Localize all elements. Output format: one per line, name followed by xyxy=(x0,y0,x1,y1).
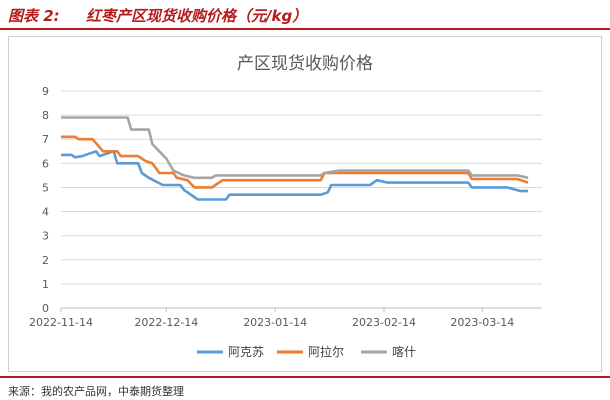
chart-title: 产区现货收购价格 xyxy=(237,54,373,74)
y-tick-label: 4 xyxy=(42,206,49,219)
y-tick-label: 2 xyxy=(42,254,49,267)
x-tick-label: 2023-02-14 xyxy=(352,316,416,329)
series-line-0 xyxy=(61,150,528,201)
y-tick-label: 8 xyxy=(42,109,49,122)
price-line-chart: 产区现货收购价格 0 1 2 3 4 5 6 7 8 9 2022-11-14 2022-12-14 2… xyxy=(29,54,542,359)
y-tick-label: 5 xyxy=(42,181,49,194)
legend: 阿克苏 阿拉尔 喀什 xyxy=(197,344,416,359)
y-tick-label: 0 xyxy=(42,302,49,315)
gridlines xyxy=(61,90,542,309)
y-tick-label: 6 xyxy=(42,157,49,170)
y-tick-label: 7 xyxy=(42,133,49,146)
figure-label: 图表 2: xyxy=(8,7,60,25)
figure-footer: 来源：我的农产品网，中泰期货整理 xyxy=(0,376,610,400)
legend-label-2: 喀什 xyxy=(392,345,416,359)
chart-frame: 产区现货收购价格 0 1 2 3 4 5 6 7 8 9 2022-11-14 2022-12-14 2… xyxy=(8,36,602,372)
y-tick-label: 9 xyxy=(42,85,49,98)
y-tick-label: 3 xyxy=(42,230,49,243)
figure-title: 红枣产区现货收购价格（元/kg） xyxy=(86,7,308,25)
y-tick-label: 1 xyxy=(42,278,49,291)
x-tick-label: 2022-11-14 xyxy=(29,316,93,329)
legend-label-1: 阿拉尔 xyxy=(308,344,344,359)
figure-source: 来源：我的农产品网，中泰期货整理 xyxy=(8,385,184,398)
series-lines xyxy=(61,116,529,201)
axes: 0 1 2 3 4 5 6 7 8 9 2022-11-14 2022-12-14 2023-01-14… xyxy=(29,85,514,329)
legend-label-0: 阿克苏 xyxy=(228,345,264,359)
x-tick-label: 2023-03-14 xyxy=(450,316,514,329)
series-line-2 xyxy=(61,116,529,180)
x-tick-label: 2022-12-14 xyxy=(134,316,198,329)
figure-header: 图表 2: 红枣产区现货收购价格（元/kg） xyxy=(0,0,610,30)
x-tick-label: 2023-01-14 xyxy=(243,316,307,329)
